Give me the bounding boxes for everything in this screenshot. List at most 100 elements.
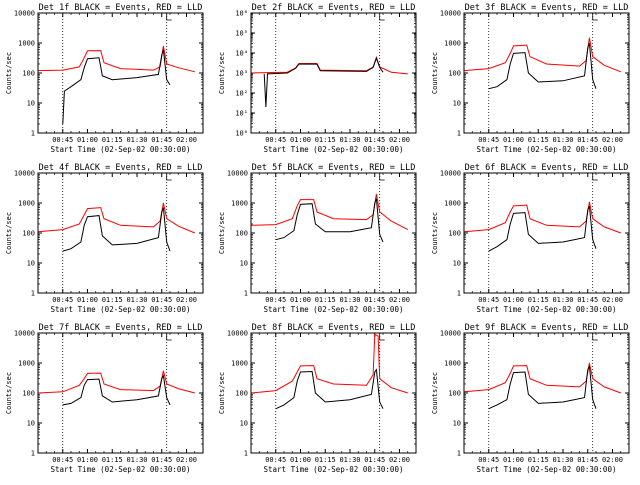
y-tick-label: 10: [27, 420, 35, 428]
marker-bracket: [592, 173, 598, 181]
x-tick-label: 01:15: [102, 136, 123, 144]
x-axis-label: Start Time (02-Sep-02 00:30:00): [51, 465, 191, 474]
lld-series-line: [37, 45, 195, 73]
chart-title: Det 9f BLACK = Events, RED = LLD: [465, 323, 629, 333]
x-tick-label: 01:00: [503, 456, 524, 464]
y-tick-label: 10⁵: [235, 30, 248, 38]
y-tick-label: 100: [235, 230, 248, 238]
x-tick-label: 01:45: [577, 136, 598, 144]
y-axis-label: Counts/sec: [5, 52, 13, 94]
y-tick-label: 10000: [14, 170, 35, 178]
x-tick-label: 01:00: [503, 136, 524, 144]
lld-series-line: [250, 333, 408, 394]
marker-bracket: [379, 333, 385, 341]
events-series-line: [275, 368, 384, 410]
y-tick-label: 10⁶: [235, 10, 248, 18]
lld-series-line: [250, 193, 409, 231]
y-tick-label: 100: [448, 390, 461, 398]
y-tick-label: 100: [22, 230, 35, 238]
x-tick-label: 00:45: [478, 456, 499, 464]
x-tick-label: 01:15: [315, 296, 336, 304]
lld-series-line: [37, 202, 195, 234]
marker-bracket: [166, 13, 172, 21]
y-tick-label: 10000: [227, 330, 248, 338]
plot-frame: [37, 12, 204, 134]
x-axis-label: Start Time (02-Sep-02 00:30:00): [264, 465, 404, 474]
x-tick-label: 00:45: [478, 296, 499, 304]
chart-panel-6: Det 6f BLACK = Events, RED = LLD Counts/s…: [431, 163, 630, 314]
y-tick-label: 1: [244, 290, 248, 298]
y-axis-label: Counts/sec: [5, 372, 13, 414]
x-tick-label: 02:00: [602, 296, 623, 304]
marker-bracket: [166, 173, 172, 181]
chart-title: Det 5f BLACK = Events, RED = LLD: [252, 163, 416, 173]
events-series-line: [62, 373, 171, 406]
x-tick-label: 00:45: [265, 296, 286, 304]
x-tick-label: 01:45: [151, 456, 172, 464]
y-tick-label: 10⁰: [235, 130, 248, 138]
x-tick-label: 00:45: [265, 136, 286, 144]
plot-frame: [37, 172, 204, 294]
x-tick-label: 01:00: [290, 456, 311, 464]
x-tick-label: 01:45: [364, 456, 385, 464]
x-tick-label: 02:00: [176, 456, 197, 464]
y-tick-label: 10000: [14, 330, 35, 338]
y-tick-label: 1000: [18, 200, 35, 208]
y-tick-label: 10: [240, 260, 248, 268]
chart-title: Det 2f BLACK = Events, RED = LLD: [252, 3, 416, 13]
chart-panel-8: Det 8f BLACK = Events, RED = LLD Counts/s…: [218, 323, 417, 474]
y-tick-label: 1000: [231, 360, 248, 368]
y-tick-label: 1: [457, 450, 461, 458]
y-tick-label: 100: [235, 390, 248, 398]
x-tick-label: 01:30: [552, 136, 573, 144]
y-tick-label: 10³: [235, 70, 248, 78]
x-axis-label: Start Time (02-Sep-02 00:30:00): [264, 305, 404, 314]
lld-series-line: [463, 201, 621, 234]
y-tick-label: 100: [22, 70, 35, 78]
lld-series-line: [463, 37, 621, 73]
x-tick-label: 01:30: [552, 456, 573, 464]
chart-panel-2: Det 2f BLACK = Events, RED = LLD Counts/s…: [218, 3, 417, 154]
x-tick-label: 01:15: [528, 136, 549, 144]
x-tick-label: 00:45: [52, 136, 73, 144]
events-series-line: [488, 42, 597, 90]
y-tick-label: 10⁴: [235, 50, 248, 58]
y-tick-label: 1000: [18, 360, 35, 368]
x-tick-label: 02:00: [389, 296, 410, 304]
x-tick-label: 01:15: [528, 296, 549, 304]
y-tick-label: 10: [453, 100, 461, 108]
x-tick-label: 01:00: [77, 136, 98, 144]
x-tick-label: 01:15: [102, 296, 123, 304]
x-tick-label: 01:30: [339, 456, 360, 464]
x-tick-label: 01:45: [151, 296, 172, 304]
plot-frame: [250, 172, 417, 294]
events-series-line: [62, 207, 171, 252]
x-axis-label: Start Time (02-Sep-02 00:30:00): [51, 305, 191, 314]
y-tick-label: 10: [453, 260, 461, 268]
plot-frame: [463, 12, 630, 134]
y-tick-label: 1: [31, 290, 35, 298]
chart-title: Det 3f BLACK = Events, RED = LLD: [465, 3, 629, 13]
chart-title: Det 8f BLACK = Events, RED = LLD: [252, 323, 416, 333]
x-tick-label: 01:30: [552, 296, 573, 304]
x-tick-label: 01:30: [126, 136, 147, 144]
marker-bracket: [166, 333, 172, 341]
x-tick-label: 01:00: [77, 456, 98, 464]
x-tick-label: 01:30: [339, 296, 360, 304]
y-axis-label: Counts/sec: [218, 52, 226, 94]
x-tick-label: 01:45: [577, 296, 598, 304]
y-tick-label: 10: [240, 420, 248, 428]
x-tick-label: 01:30: [126, 456, 147, 464]
x-tick-label: 01:00: [77, 296, 98, 304]
lld-series-line: [37, 370, 195, 394]
y-axis-label: Counts/sec: [431, 212, 439, 254]
x-tick-label: 01:00: [290, 136, 311, 144]
x-tick-label: 01:15: [528, 456, 549, 464]
chart-title: Det 7f BLACK = Events, RED = LLD: [39, 323, 203, 333]
events-series-line: [263, 56, 384, 108]
y-tick-label: 10000: [227, 170, 248, 178]
x-tick-label: 01:00: [290, 296, 311, 304]
chart-title: Det 1f BLACK = Events, RED = LLD: [39, 3, 203, 13]
x-axis-label: Start Time (02-Sep-02 00:30:00): [477, 145, 617, 154]
